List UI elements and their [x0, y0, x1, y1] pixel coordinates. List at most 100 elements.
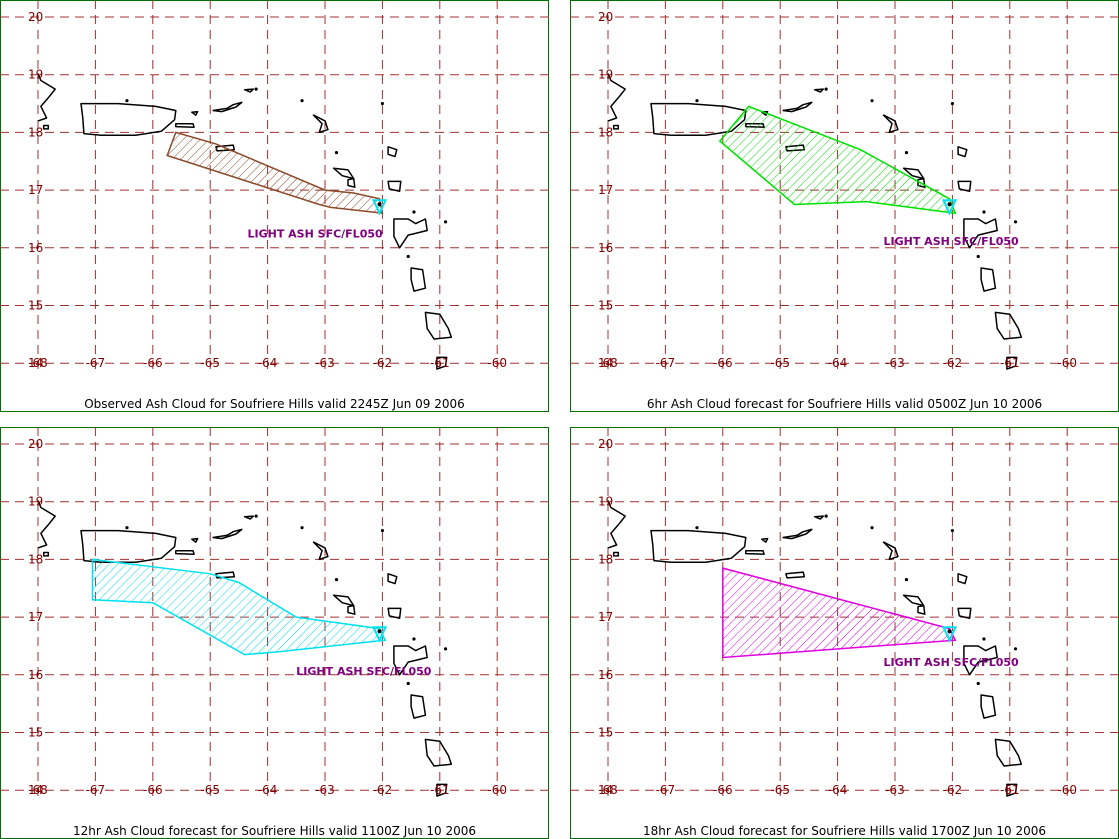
map-canvas: 14 15 16 17 18 19 20 -68 -67 -66 -65 -64 -63 -62 -61 -6… — [570, 427, 1119, 839]
small-island — [380, 101, 384, 106]
antigua-island — [957, 180, 972, 193]
lat-tick-label: 20 — [598, 10, 613, 24]
puerto-rico-island — [650, 529, 747, 564]
hispaniola-coast — [37, 500, 56, 549]
small-island — [406, 681, 410, 686]
ash-level-label: LIGHT ASH SFC/FL050 — [884, 656, 1019, 669]
guadeloupe-island — [393, 218, 428, 249]
anegada-island — [243, 515, 255, 520]
panel-caption: Observed Ash Cloud for Soufriere Hills v… — [84, 397, 465, 411]
mona-island — [42, 124, 50, 130]
lon-tick-label: -66 — [143, 783, 163, 797]
lat-tick-label: 14 — [28, 783, 43, 797]
panel-caption: 6hr Ash Cloud forecast for Soufriere Hil… — [647, 397, 1042, 411]
nevis-island — [917, 604, 926, 615]
st-kitts-island — [332, 594, 355, 607]
lon-tick-label: -61 — [430, 356, 450, 370]
ash-level-label: LIGHT ASH SFC/FL050 — [884, 235, 1019, 248]
ash-level-label: LIGHT ASH SFC/FL050 — [296, 665, 431, 678]
small-island — [824, 87, 828, 91]
small-island — [824, 514, 828, 518]
montserrat-island — [377, 629, 382, 634]
lat-tick-label: 18 — [28, 125, 43, 139]
vieques-island — [745, 549, 765, 555]
lon-tick-label: -65 — [770, 356, 790, 370]
lat-tick-label: 16 — [598, 668, 613, 682]
map-panel-observed: 14 15 16 17 18 19 20 -68 -67 -66 -65 -64 -63 -62 -61 -6… — [0, 0, 549, 412]
lat-tick-label: 14 — [28, 356, 43, 370]
small-island — [950, 101, 954, 106]
map-canvas: 14 15 16 17 18 19 20 -68 -67 -66 -65 -64 -63 -62 -61 -6… — [0, 427, 549, 839]
lon-tick-label: -63 — [315, 356, 335, 370]
lon-tick-label: -67 — [656, 356, 676, 370]
volcano-vent-marker — [941, 626, 958, 643]
lon-tick-label: -63 — [315, 783, 335, 797]
st-lucia-island — [436, 783, 448, 797]
small-island — [982, 637, 986, 641]
puerto-rico-island — [80, 529, 177, 564]
lon-tick-label: -61 — [1000, 356, 1020, 370]
lon-tick-label: -67 — [86, 783, 106, 797]
small-island — [443, 220, 448, 224]
lon-tick-label: -61 — [1000, 783, 1020, 797]
lat-tick-label: 15 — [598, 726, 613, 740]
lat-tick-label: 18 — [598, 125, 613, 139]
st-kitts-island — [332, 167, 355, 180]
st-lucia-island — [436, 356, 448, 370]
small-island — [254, 514, 258, 518]
ash-cloud-area — [722, 567, 957, 659]
lon-tick-label: -64 — [258, 356, 278, 370]
lon-tick-label: -61 — [430, 783, 450, 797]
barbuda-island — [957, 573, 968, 585]
hispaniola-coast — [607, 500, 626, 549]
panel-caption: 12hr Ash Cloud forecast for Soufriere Hi… — [73, 824, 476, 838]
lat-tick-label: 19 — [28, 495, 43, 509]
st-lucia-island — [1006, 783, 1018, 797]
lon-tick-label: -60 — [487, 783, 507, 797]
lon-tick-label: -65 — [770, 783, 790, 797]
martinique-island — [994, 311, 1023, 340]
lon-tick-label: -68 — [28, 783, 48, 797]
culebra-island — [761, 537, 769, 543]
lat-tick-label: 14 — [598, 356, 613, 370]
lon-tick-label: -62 — [373, 356, 393, 370]
puerto-rico-island — [80, 102, 177, 137]
ash-cloud-area — [91, 558, 387, 656]
lon-tick-label: -66 — [713, 783, 733, 797]
barbuda-island — [387, 146, 398, 158]
st-lucia-island — [1006, 356, 1018, 370]
lon-tick-label: -68 — [28, 356, 48, 370]
lon-tick-label: -68 — [598, 783, 618, 797]
small-island — [125, 99, 129, 103]
map-frame — [0, 0, 549, 412]
lon-tick-label: -62 — [943, 356, 963, 370]
lon-tick-label: -67 — [656, 783, 676, 797]
small-island — [870, 526, 874, 530]
small-island — [406, 254, 410, 259]
small-island — [300, 99, 304, 103]
map-canvas: 14 15 16 17 18 19 20 -68 -67 -66 -65 -64 -63 -62 -61 -6… — [570, 0, 1119, 412]
antigua-island — [387, 607, 402, 620]
small-island — [443, 647, 448, 651]
lon-tick-label: -65 — [200, 783, 220, 797]
virgin-islands — [212, 101, 243, 113]
small-island — [1013, 220, 1018, 224]
barbuda-island — [387, 573, 398, 585]
small-island — [254, 87, 258, 91]
montserrat-island — [947, 629, 952, 634]
virgin-islands — [782, 101, 813, 113]
small-island — [412, 210, 416, 214]
lat-tick-label: 20 — [598, 437, 613, 451]
small-island — [976, 254, 980, 259]
anguilla-island — [882, 541, 899, 561]
guadeloupe-island — [963, 645, 998, 676]
small-island — [982, 210, 986, 214]
nevis-island — [347, 177, 356, 188]
anguilla-island — [312, 541, 329, 561]
anegada-island — [243, 88, 255, 93]
lon-tick-label: -64 — [258, 783, 278, 797]
lon-tick-label: -63 — [885, 783, 905, 797]
antigua-island — [957, 607, 972, 620]
small-island — [334, 150, 339, 155]
map-panel-18hr: 14 15 16 17 18 19 20 -68 -67 -66 -65 -64 -63 -62 -61 -6… — [570, 427, 1119, 839]
